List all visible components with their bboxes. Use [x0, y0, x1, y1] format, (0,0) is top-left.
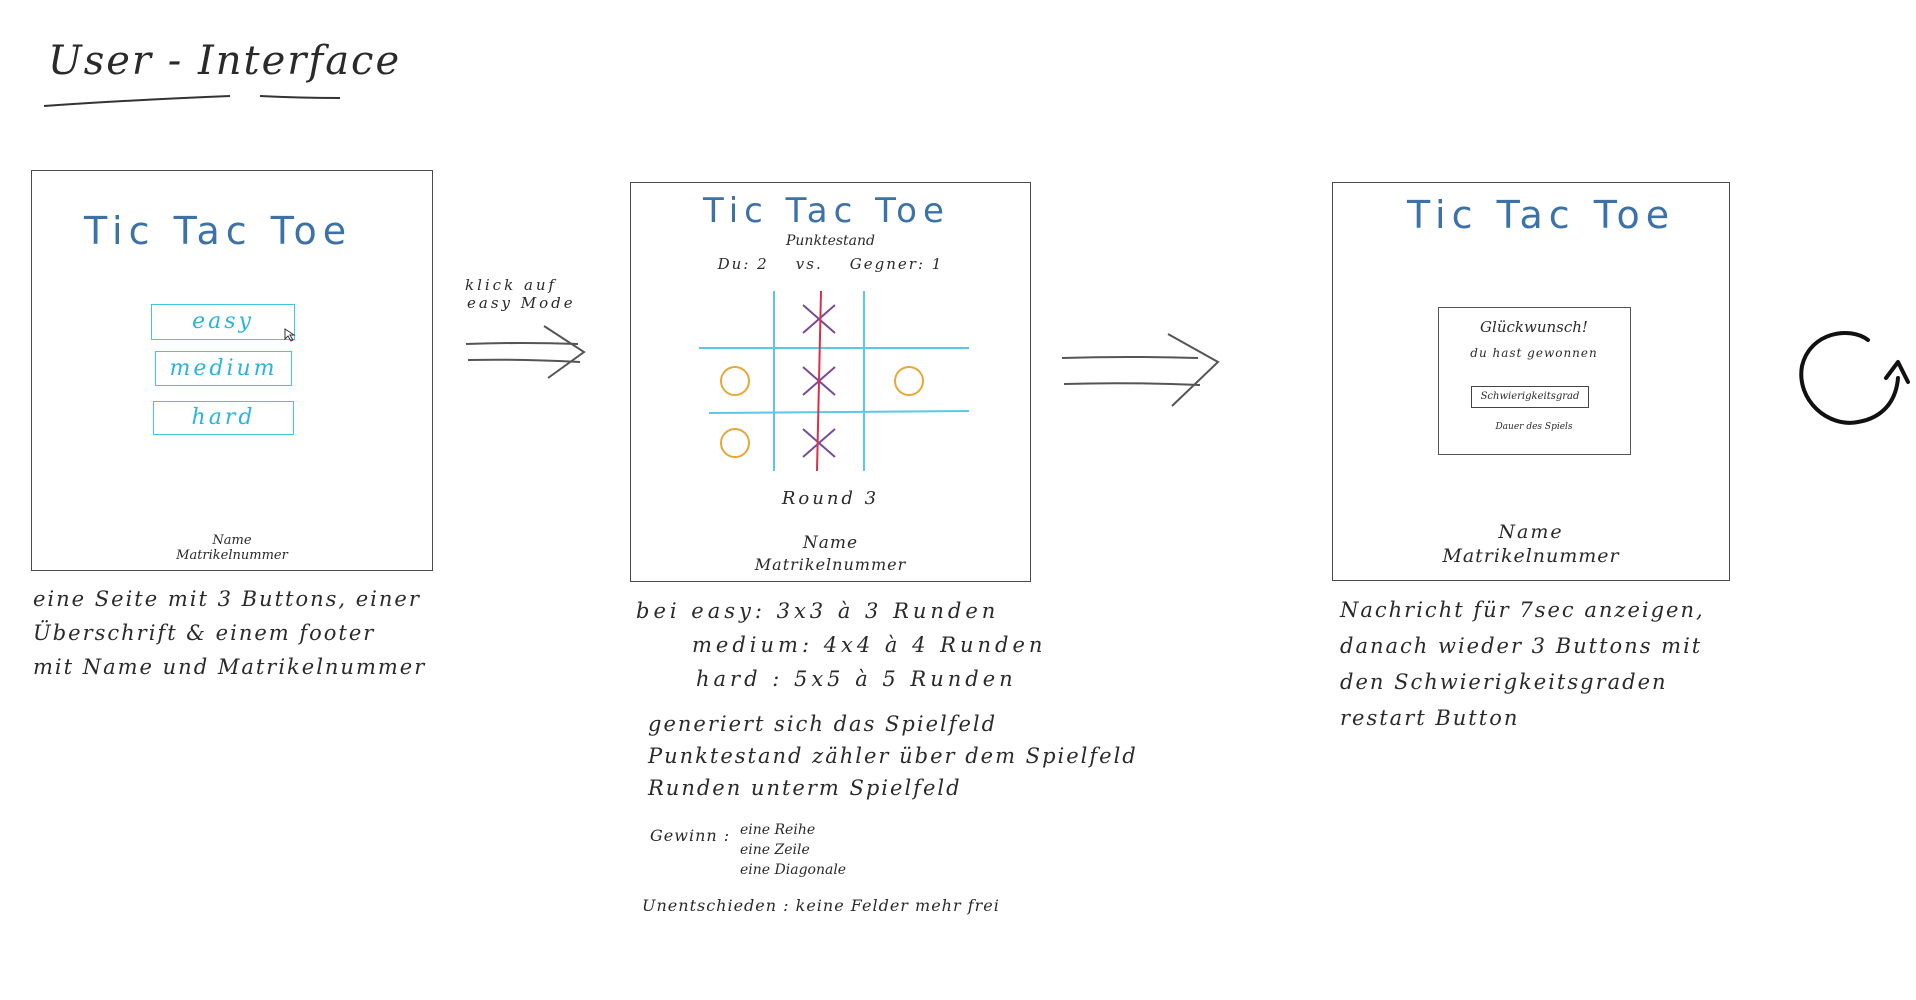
end-footer-id: Matrikelnummer: [1442, 545, 1620, 567]
start-title: Tic Tac Toe: [84, 209, 353, 253]
game-footer-name: Name: [802, 533, 859, 553]
game-desc-notes: generiert sich das Spielfeld Punktestand…: [648, 708, 1138, 804]
game-screen: Tic Tac Toe Punktestand Du: 2 vs. Gegner…: [630, 182, 1031, 582]
restart-arrow-icon[interactable]: [1790, 318, 1910, 438]
desc-note-line: Punktestand zähler über dem Spielfeld: [648, 744, 1138, 768]
medium-button[interactable]: medium: [155, 351, 292, 386]
start-footer-name: Name: [212, 533, 252, 548]
game-duration: Dauer des Spiels: [1495, 422, 1573, 432]
transition-arrow-1: [465, 325, 586, 379]
end-screen: Tic Tac Toe Glückwunsch! du hast gewonne…: [1332, 182, 1730, 581]
win-item: eine Reihe: [740, 822, 816, 838]
o-mark: [894, 366, 924, 396]
mode-note-line: hard : 5x5 à 5 Runden: [696, 667, 1017, 691]
difficulty-button[interactable]: Schwierigkeitsgrad: [1471, 386, 1589, 408]
game-title: Tic Tac Toe: [703, 191, 950, 231]
hard-button[interactable]: hard: [153, 401, 294, 435]
result-dialog: Glückwunsch! du hast gewonnen Schwierigk…: [1438, 307, 1631, 455]
start-footer-id: Matrikelnummer: [176, 548, 288, 563]
desc-note-line: generiert sich das Spielfeld: [648, 712, 998, 736]
end-notes: Nachricht für 7sec anzeigen, danach wied…: [1340, 592, 1705, 736]
x-mark: [802, 428, 836, 458]
mode-note-line: medium: 4x4 à 4 Runden: [692, 633, 1047, 657]
win-line: [816, 290, 822, 472]
round-label: Round 3: [781, 488, 880, 509]
o-mark: [720, 366, 750, 396]
start-screen: Tic Tac Toe easy medium hard Name Matrik…: [31, 170, 433, 571]
desc-note-line: Runden unterm Spielfeld: [648, 776, 962, 800]
arrow1-label-1: klick auf: [465, 276, 558, 294]
result-title: Glückwunsch!: [1480, 318, 1588, 336]
win-items: eine Reihe eine Zeile eine Diagonale: [740, 820, 846, 880]
result-text: du hast gewonnen: [1470, 346, 1598, 360]
transition-arrow-2: [1061, 333, 1220, 407]
game-footer-id: Matrikelnummer: [754, 555, 907, 574]
win-label: Gewinn :: [650, 826, 731, 845]
end-note-line: den Schwierigkeitsgraden: [1340, 670, 1668, 694]
o-mark: [720, 428, 750, 458]
draw-note: Unentschieden : keine Felder mehr frei: [642, 896, 1000, 915]
heading-underline: [43, 95, 341, 107]
grid-line: [708, 410, 970, 414]
end-title: Tic Tac Toe: [1407, 193, 1676, 237]
end-footer-name: Name: [1498, 521, 1564, 543]
win-item: eine Diagonale: [740, 862, 847, 878]
mode-note-line: bei easy: 3x3 à 3 Runden: [636, 599, 1000, 623]
end-note-line: danach wieder 3 Buttons mit: [1340, 634, 1703, 658]
x-mark: [802, 304, 836, 334]
arrow1-label-2: easy Mode: [467, 294, 576, 312]
game-board[interactable]: [699, 290, 970, 472]
game-mode-notes: bei easy: 3x3 à 3 Runden medium: 4x4 à 4…: [636, 594, 1046, 696]
page-heading: User - Interface: [48, 38, 402, 84]
end-note-line: restart Button: [1340, 706, 1520, 730]
start-notes: eine Seite mit 3 Buttons, einer Überschr…: [33, 582, 426, 684]
score-label: Punktestand: [786, 233, 875, 249]
cursor-icon: [284, 328, 296, 342]
start-note-line: mit Name und Matrikelnummer: [33, 655, 427, 679]
start-note-line: eine Seite mit 3 Buttons, einer: [33, 587, 421, 611]
start-note-line: Überschrift & einem footer: [33, 621, 376, 645]
score-line: Du: 2 vs. Gegner: 1: [717, 255, 944, 273]
win-item: eine Zeile: [740, 842, 810, 858]
end-note-line: Nachricht für 7sec anzeigen,: [1340, 598, 1705, 622]
easy-button[interactable]: easy: [151, 304, 295, 340]
